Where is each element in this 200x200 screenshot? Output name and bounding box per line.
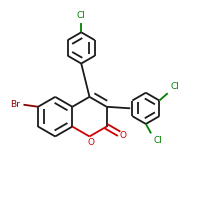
Text: Cl: Cl — [77, 11, 86, 20]
Text: O: O — [119, 131, 126, 140]
Text: Cl: Cl — [153, 136, 162, 145]
Text: Br: Br — [10, 100, 20, 109]
Text: Cl: Cl — [170, 82, 179, 91]
Text: O: O — [87, 138, 94, 147]
